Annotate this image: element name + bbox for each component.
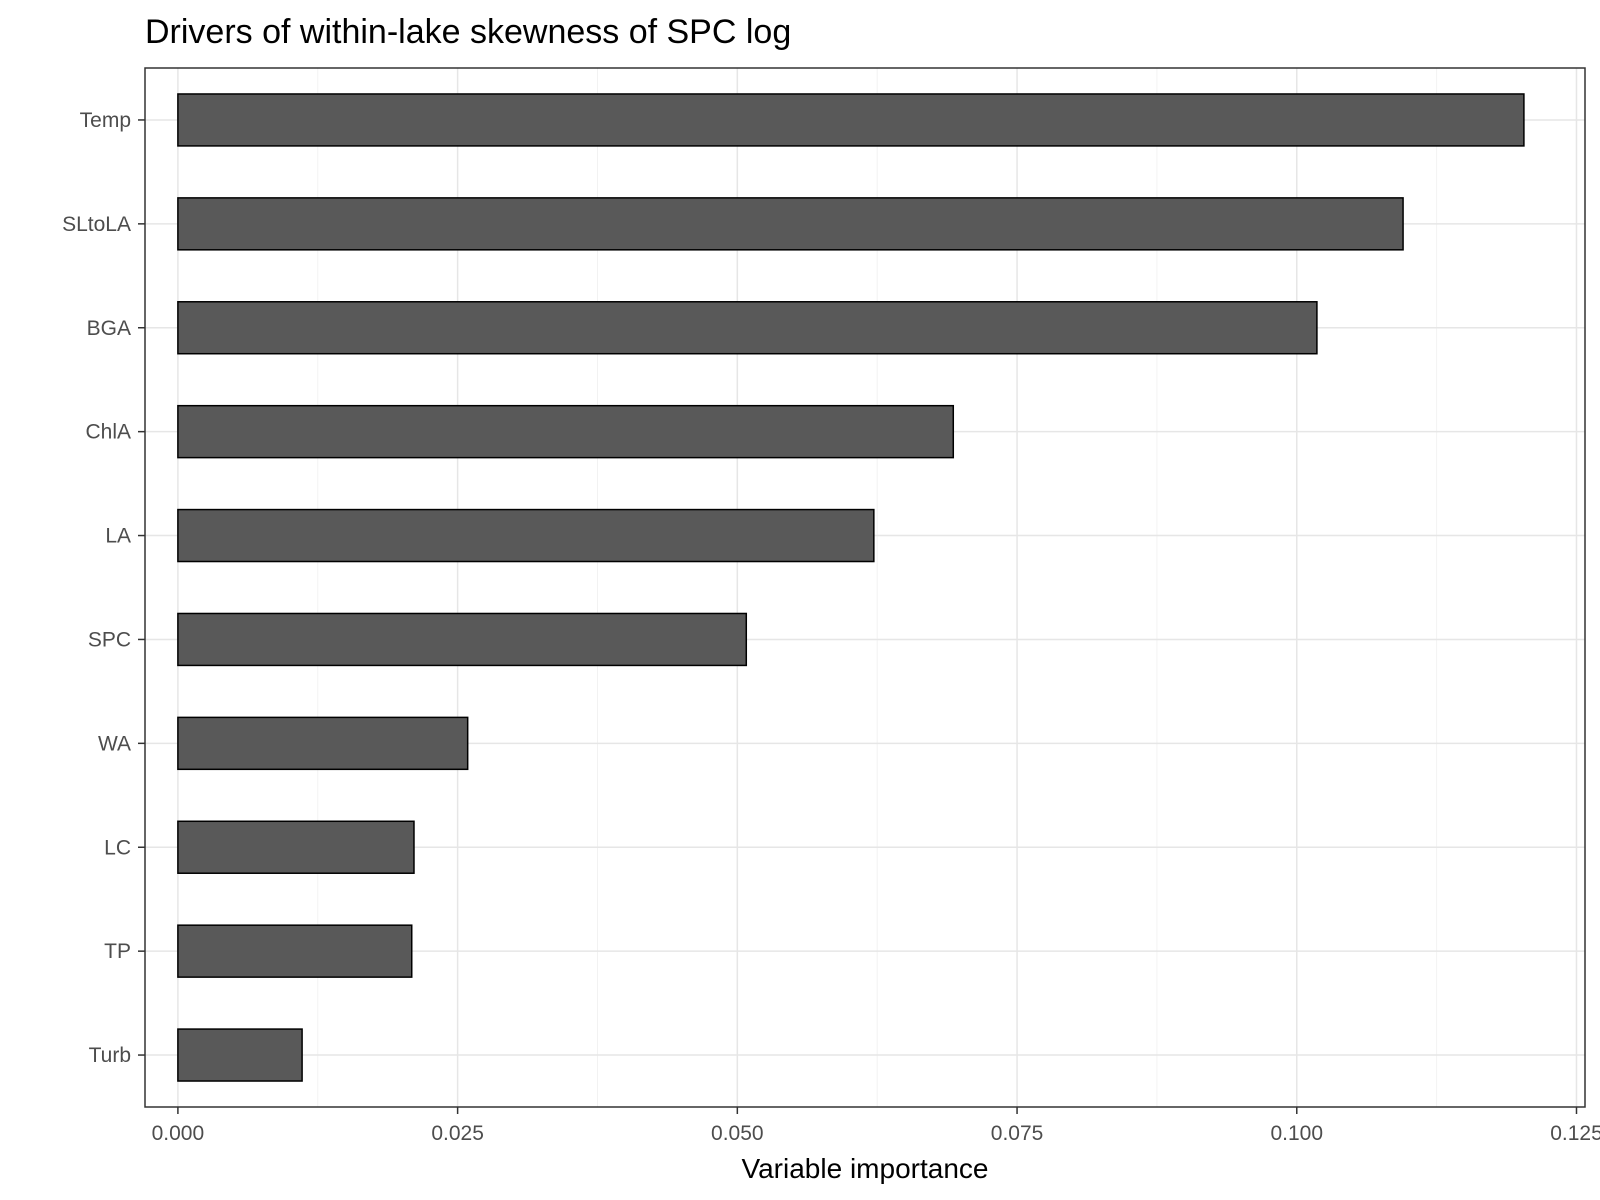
y-axis: Temp SLtoLA BGA ChlA LA SPC WA LC TP Turb bbox=[62, 109, 145, 1067]
chart-title: Drivers of within-lake skewness of SPC l… bbox=[145, 13, 791, 51]
y-tick-label: ChlA bbox=[85, 421, 131, 444]
x-tick-label: 0.025 bbox=[431, 1122, 484, 1145]
bar-wa bbox=[177, 716, 469, 771]
bar-turb bbox=[177, 1028, 303, 1082]
y-tick-label: SLtoLA bbox=[62, 213, 131, 236]
bar-tp bbox=[177, 924, 413, 978]
bar-chla bbox=[177, 404, 955, 459]
bar-temp bbox=[177, 93, 1525, 147]
y-tick-label: LC bbox=[104, 836, 131, 859]
bar-la bbox=[177, 508, 875, 563]
x-axis: 0.000 0.025 0.050 0.075 0.100 0.125 bbox=[152, 1107, 1600, 1145]
x-axis-title: Variable importance bbox=[742, 1153, 989, 1184]
y-tick-label: LA bbox=[105, 525, 131, 548]
y-tick-label: SPC bbox=[88, 628, 131, 651]
bar-spc bbox=[177, 612, 748, 667]
x-tick-label: 0.000 bbox=[152, 1122, 205, 1145]
x-tick-label: 0.050 bbox=[711, 1122, 764, 1145]
x-tick-label: 0.100 bbox=[1270, 1122, 1323, 1145]
y-tick-label: BGA bbox=[87, 317, 131, 340]
panel-border bbox=[144, 67, 1586, 1108]
y-tick-label: Turb bbox=[89, 1044, 131, 1067]
x-tick-label: 0.125 bbox=[1550, 1122, 1600, 1145]
bar-sltola bbox=[177, 197, 1404, 251]
bars bbox=[177, 93, 1525, 1082]
bar-bga bbox=[177, 301, 1318, 355]
bar-lc bbox=[177, 820, 415, 874]
y-tick-label: Temp bbox=[80, 109, 131, 132]
x-tick-label: 0.075 bbox=[991, 1122, 1044, 1145]
y-tick-label: TP bbox=[104, 940, 131, 963]
y-tick-label: WA bbox=[98, 732, 131, 755]
